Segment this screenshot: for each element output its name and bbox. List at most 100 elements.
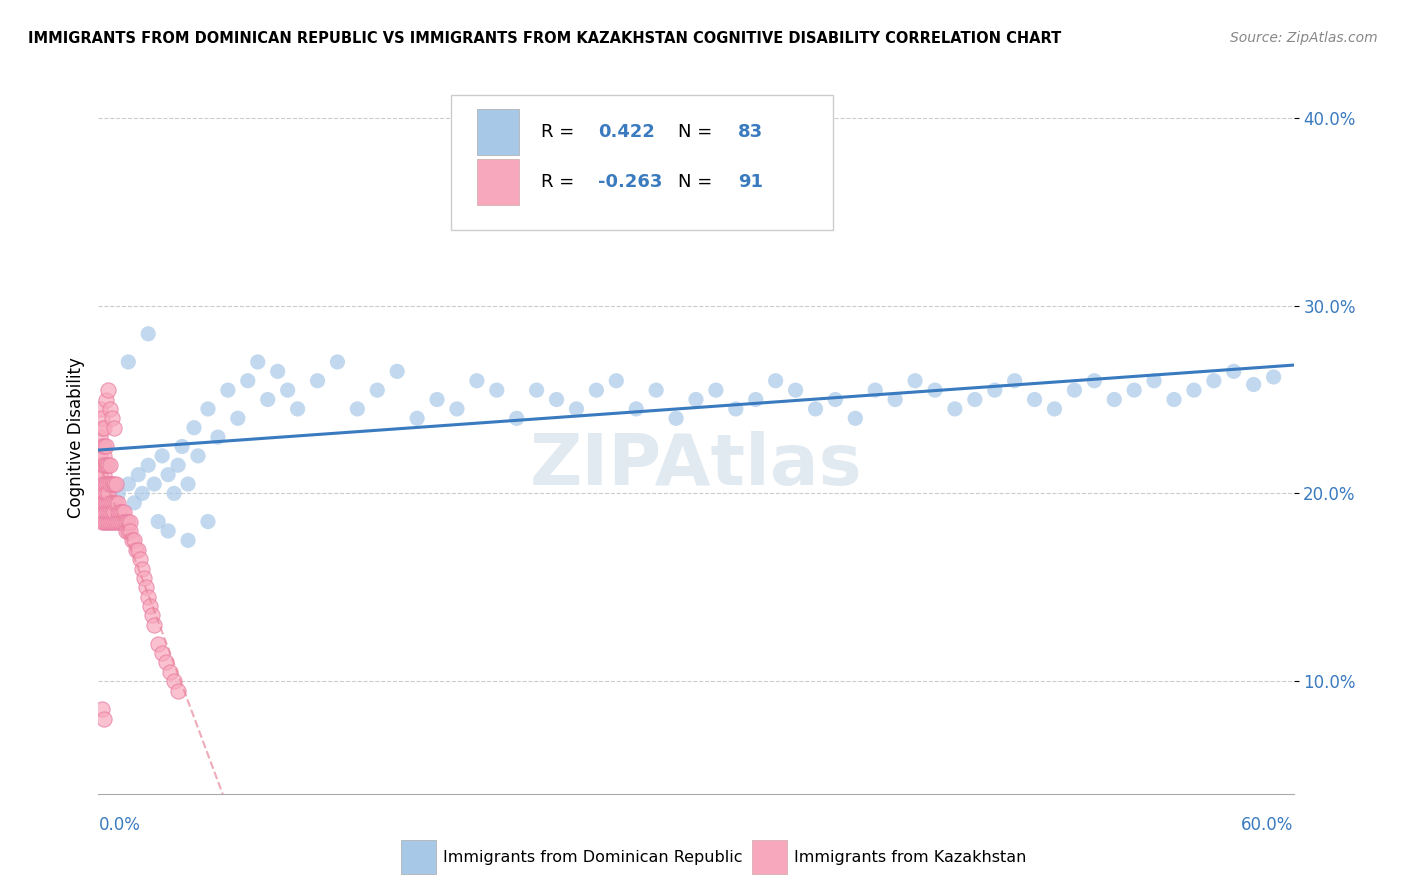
Point [1223,364,1246,378]
Point [103,515,125,529]
Point [136,458,159,473]
Point [1182,383,1205,397]
Point [135,580,157,594]
Text: 83: 83 [738,123,763,141]
Point [645,383,668,397]
Point [127,467,149,482]
Point [157,524,180,538]
FancyBboxPatch shape [477,109,519,155]
Point [101,477,124,491]
Point [96,392,118,407]
Text: R =: R = [541,123,579,141]
Point [103,477,125,491]
Point [585,383,607,397]
Point [1263,370,1285,384]
Point [120,515,142,529]
Point [526,383,548,397]
Point [91,411,114,425]
Point [131,561,153,575]
Point [704,383,727,397]
Point [131,486,153,500]
Text: 60.0%: 60.0% [1241,816,1294,834]
Point [745,392,768,407]
Point [256,392,278,407]
Point [884,392,907,407]
Point [546,392,568,407]
Point [97,458,120,473]
Point [626,401,648,416]
Point [197,401,219,416]
Point [96,515,118,529]
Point [111,515,134,529]
Point [167,458,190,473]
Point [97,505,120,519]
Point [136,590,159,604]
Point [115,515,138,529]
Point [110,515,132,529]
Point [963,392,986,407]
Point [685,392,707,407]
Point [824,392,846,407]
Point [91,420,114,434]
Point [112,515,135,529]
Point [277,383,299,397]
Point [366,383,388,397]
Point [217,383,239,397]
Point [105,477,128,491]
Point [117,515,139,529]
Point [120,524,142,538]
Point [187,449,209,463]
Point [96,486,118,500]
Point [97,496,120,510]
Point [110,505,132,519]
Point [307,374,329,388]
Point [101,505,124,519]
Point [103,505,125,519]
Point [93,449,115,463]
Point [91,515,114,529]
Point [129,552,152,566]
Point [103,505,125,519]
Text: R =: R = [541,173,579,191]
Point [150,449,173,463]
Text: Source: ZipAtlas.com: Source: ZipAtlas.com [1230,31,1378,45]
Point [97,486,120,500]
Point [98,496,122,510]
Point [506,411,529,425]
Point [155,656,177,670]
Point [124,533,146,548]
Point [91,458,114,473]
Point [326,355,349,369]
Point [1024,392,1046,407]
Text: ZIPAtlas: ZIPAtlas [530,431,862,500]
Point [103,496,125,510]
Point [93,420,115,434]
Point [105,515,128,529]
Point [485,383,508,397]
Point [105,496,128,510]
Text: N =: N = [678,123,718,141]
Point [91,440,114,454]
Point [93,496,115,510]
Text: Immigrants from Dominican Republic: Immigrants from Dominican Republic [443,850,742,864]
Point [465,374,488,388]
Point [346,401,368,416]
Point [93,440,115,454]
Point [665,411,688,425]
Text: -0.263: -0.263 [598,173,662,191]
Point [134,571,156,585]
Text: N =: N = [678,173,718,191]
Point [139,599,162,613]
Point [1163,392,1185,407]
Point [406,411,429,425]
Point [89,496,111,510]
Point [605,374,627,388]
Point [904,374,927,388]
Point [101,496,124,510]
Point [89,449,111,463]
Point [89,430,111,444]
Point [163,674,186,689]
Point [1083,374,1105,388]
Point [97,496,120,510]
Text: 0.0%: 0.0% [98,816,141,834]
